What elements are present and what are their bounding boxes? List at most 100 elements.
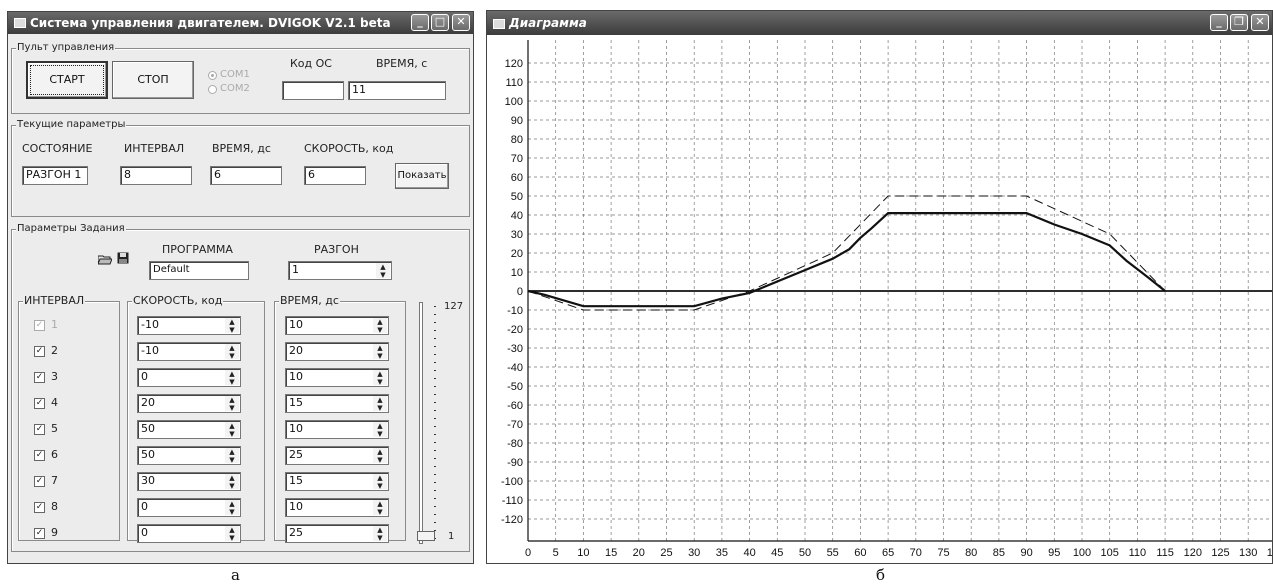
speed-spin-arrows[interactable]: ▲ ▼	[225, 422, 239, 438]
razgon-spinner[interactable]: 1 ▲ ▼	[288, 261, 392, 280]
time-spinner[interactable]: 10 ▲ ▼	[285, 498, 389, 517]
close-button[interactable]: ✕	[452, 14, 470, 31]
trackbar-max-label: 127	[444, 301, 464, 312]
interval-checkbox[interactable]: ✓	[34, 424, 45, 435]
speed-label: СКОРОСТЬ, код	[304, 142, 394, 155]
diagram-minimize-button[interactable]: _	[1210, 14, 1228, 31]
interval-checkbox[interactable]: ✓	[34, 372, 45, 383]
speed-spinner[interactable]: 0 ▲ ▼	[137, 498, 241, 517]
y-tick-label: 110	[505, 77, 523, 89]
trackbar-thumb[interactable]	[417, 531, 435, 541]
diagram-title-bar[interactable]: Диаграмма _ ❐ ✕	[487, 11, 1272, 35]
interval-checkbox[interactable]: ✓	[34, 398, 45, 409]
speed-spin-arrows[interactable]: ▲ ▼	[225, 344, 239, 360]
time-spin-arrows[interactable]: ▲ ▼	[373, 422, 387, 438]
speed-spin-arrows[interactable]: ▲ ▼	[225, 500, 239, 516]
speed-spinner[interactable]: 50 ▲ ▼	[137, 420, 241, 439]
time-spinner[interactable]: 25 ▲ ▼	[285, 524, 389, 543]
interval-checkbox[interactable]: ✓	[34, 528, 45, 539]
interval-number: 8	[51, 500, 58, 513]
save-disk-icon[interactable]	[117, 249, 129, 264]
com1-radio[interactable]	[208, 71, 217, 80]
time-value: 10	[289, 318, 303, 331]
program-trackbar[interactable]	[417, 302, 437, 546]
program-field[interactable]: Default	[149, 261, 249, 280]
interval-checkbox[interactable]: ✓	[34, 476, 45, 487]
speed-spinner[interactable]: -10 ▲ ▼	[137, 316, 241, 335]
time-spinner[interactable]: 20 ▲ ▼	[285, 342, 389, 361]
speed-spinner[interactable]: 0 ▲ ▼	[137, 524, 241, 543]
y-tick-label: 120	[505, 58, 523, 70]
diagram-restore-button[interactable]: ❐	[1230, 14, 1248, 31]
time-s-field[interactable]: 11	[348, 81, 446, 100]
speed-spin-arrows[interactable]: ▲ ▼	[225, 318, 239, 334]
time-spin-arrows[interactable]: ▲ ▼	[373, 344, 387, 360]
speed-value: 50	[141, 448, 155, 461]
speed-spin-arrows[interactable]: ▲ ▼	[225, 526, 239, 542]
interval-number: 3	[51, 370, 58, 383]
time-spinner[interactable]: 10 ▲ ▼	[285, 420, 389, 439]
maximize-button[interactable]: □	[431, 14, 449, 31]
start-button[interactable]: СТАРТ	[26, 61, 108, 99]
y-tick-label: -110	[502, 495, 523, 507]
time-value: 25	[289, 526, 303, 539]
current-params-title: Текущие параметры	[16, 119, 127, 131]
interval-field[interactable]: 8	[120, 166, 192, 185]
interval-checkbox[interactable]: ✓	[34, 450, 45, 461]
task-params-group: Параметры Задания ПРОГРАММА Default РАЗГ…	[11, 223, 470, 552]
speed-field[interactable]: 6	[304, 166, 366, 185]
time-spinner[interactable]: 15 ▲ ▼	[285, 472, 389, 491]
x-tick-label: 15	[605, 547, 617, 559]
time-s-label: ВРЕМЯ, с	[376, 57, 428, 70]
interval-label: ИНТЕРВАЛ	[124, 142, 185, 155]
interval-checkbox[interactable]: ✓	[34, 346, 45, 357]
title-bar[interactable]: Система управления двигателем. DVIGOK V2…	[8, 12, 473, 34]
speed-spin-arrows[interactable]: ▲ ▼	[225, 448, 239, 464]
speed-spinner[interactable]: 0 ▲ ▼	[137, 368, 241, 387]
time-spin-arrows[interactable]: ▲ ▼	[373, 370, 387, 386]
show-button[interactable]: Показать	[395, 163, 449, 189]
time-ds-field[interactable]: 6	[210, 166, 282, 185]
speed-spinner[interactable]: 30 ▲ ▼	[137, 472, 241, 491]
minimize-button[interactable]: _	[411, 14, 429, 31]
time-spin-arrows[interactable]: ▲ ▼	[373, 448, 387, 464]
time-spin-arrows[interactable]: ▲ ▼	[373, 474, 387, 490]
x-tick-label: 45	[771, 547, 783, 559]
speed-spinner[interactable]: 20 ▲ ▼	[137, 394, 241, 413]
state-field[interactable]: РАЗГОН 1	[22, 166, 88, 185]
speed-spin-arrows[interactable]: ▲ ▼	[225, 370, 239, 386]
y-tick-label: -100	[501, 476, 523, 488]
time-spin-arrows[interactable]: ▲ ▼	[373, 526, 387, 542]
time-spin-arrows[interactable]: ▲ ▼	[373, 318, 387, 334]
x-tick-label: 130	[1239, 547, 1257, 559]
speed-spin-arrows[interactable]: ▲ ▼	[225, 396, 239, 412]
speed-diagram-chart: 1201101009080706050403020100-10-20-30-40…	[501, 40, 1272, 559]
time-spinner[interactable]: 15 ▲ ▼	[285, 394, 389, 413]
com2-radio[interactable]	[208, 85, 217, 94]
speed-spinner[interactable]: -10 ▲ ▼	[137, 342, 241, 361]
interval-number: 1	[51, 318, 58, 331]
speed-spin-arrows[interactable]: ▲ ▼	[225, 474, 239, 490]
interval-number: 6	[51, 448, 58, 461]
y-tick-label: 20	[511, 248, 523, 260]
time-spinner[interactable]: 10 ▲ ▼	[285, 316, 389, 335]
time-spin-arrows[interactable]: ▲ ▼	[373, 500, 387, 516]
time-spin-arrows[interactable]: ▲ ▼	[373, 396, 387, 412]
speed-spinner[interactable]: 50 ▲ ▼	[137, 446, 241, 465]
time-spinner[interactable]: 25 ▲ ▼	[285, 446, 389, 465]
diagram-close-button[interactable]: ✕	[1251, 14, 1269, 31]
time-value: 10	[289, 500, 303, 513]
x-tick-label: 30	[688, 547, 700, 559]
open-folder-icon[interactable]	[97, 250, 113, 265]
interval-checkbox[interactable]: ✓	[34, 502, 45, 513]
interval-number: 9	[51, 526, 58, 539]
kod-os-field[interactable]	[282, 81, 344, 100]
y-tick-label: -10	[507, 305, 523, 317]
stop-button[interactable]: СТОП	[112, 61, 194, 99]
time-spinner[interactable]: 10 ▲ ▼	[285, 368, 389, 387]
x-tick-label: 110	[1129, 547, 1147, 559]
razgon-value: 1	[292, 263, 299, 276]
time-value: 15	[289, 474, 303, 487]
razgon-spin-arrows[interactable]: ▲ ▼	[376, 263, 390, 279]
interval-number: 4	[51, 396, 58, 409]
